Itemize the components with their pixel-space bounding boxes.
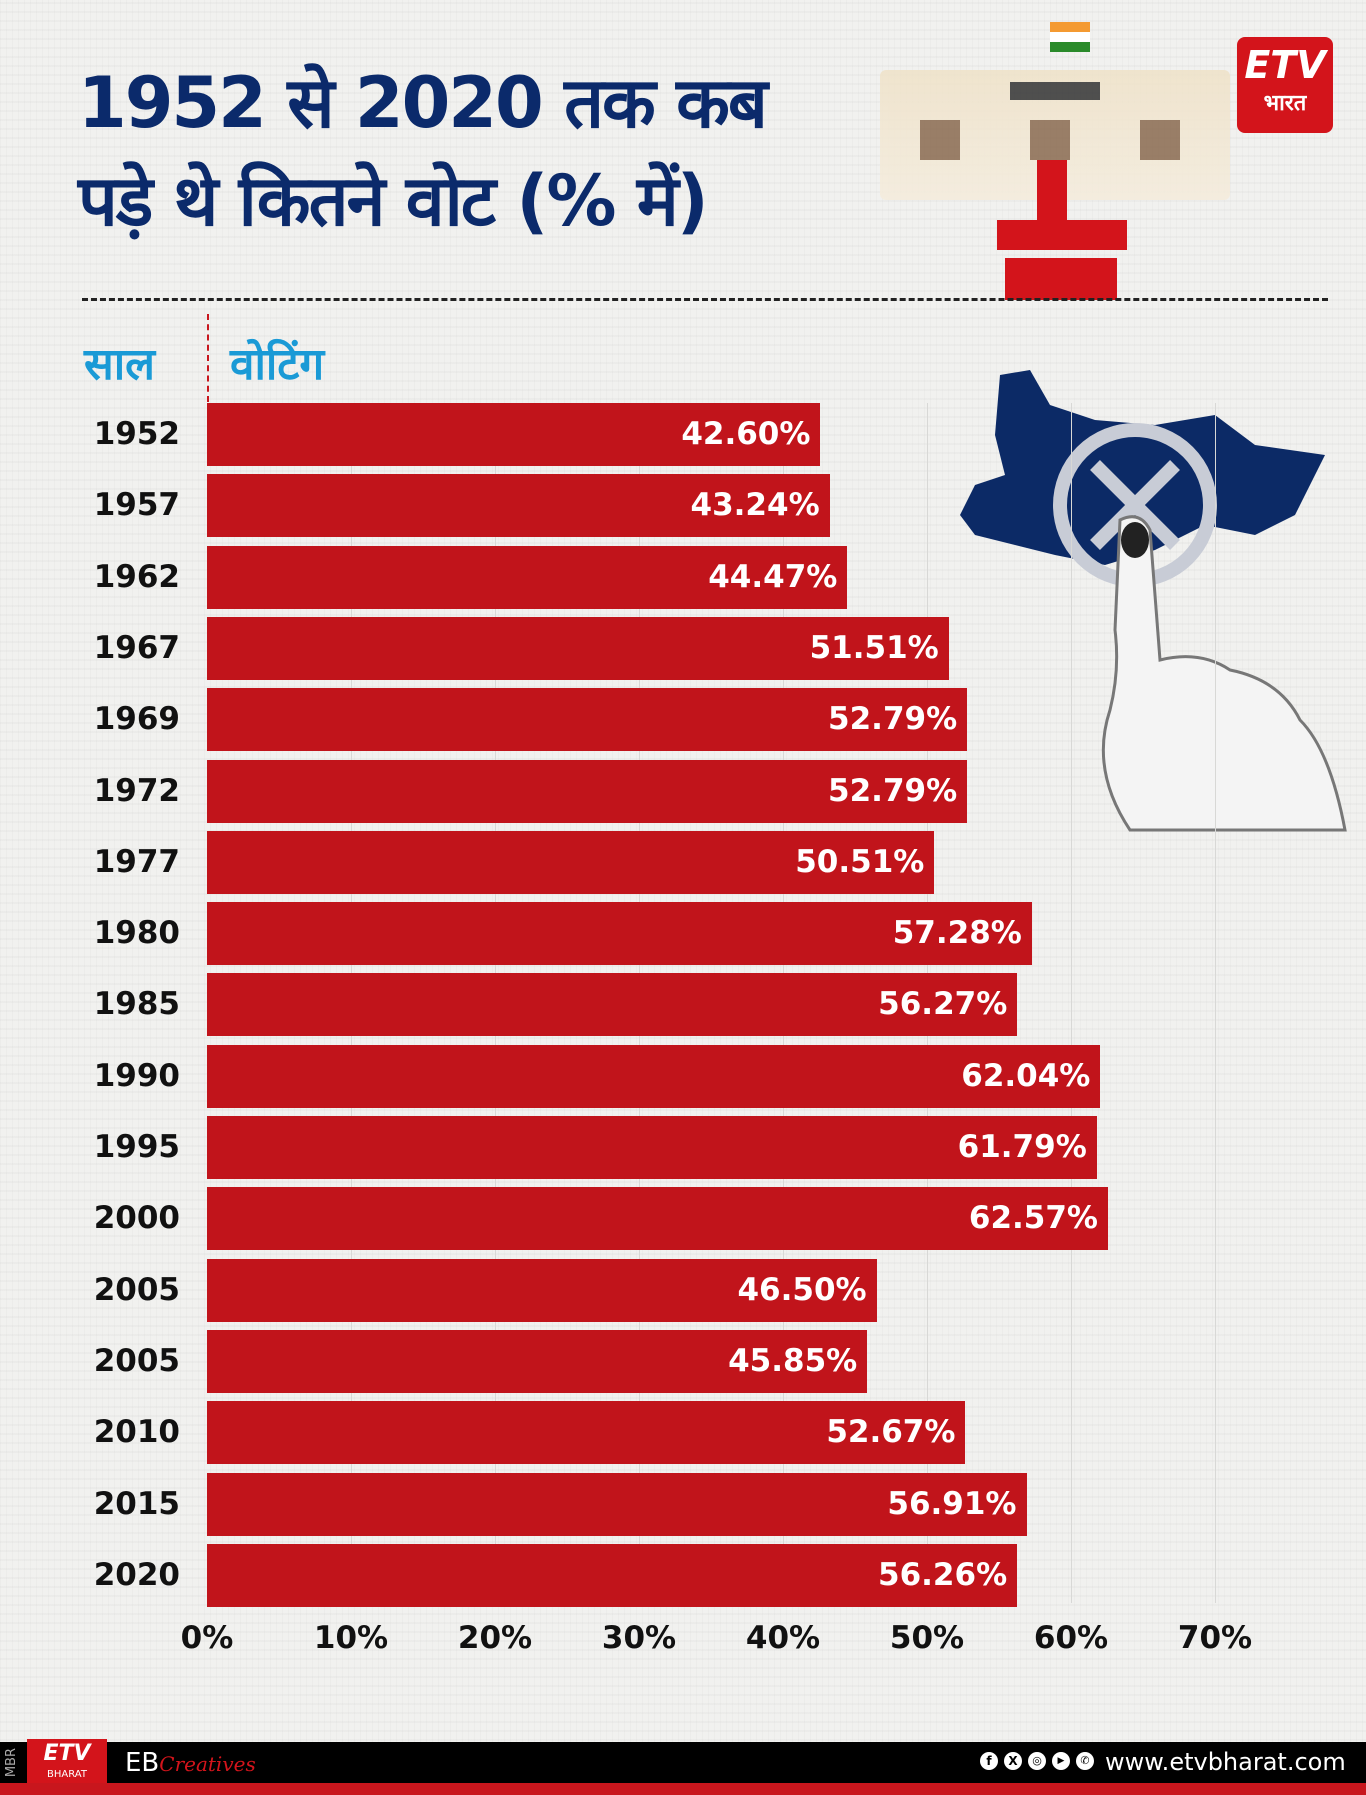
bar-value-label: 61.79% bbox=[957, 1129, 1087, 1165]
bar: 51.51% bbox=[207, 616, 949, 680]
inked-finger-illustration bbox=[1101, 515, 1347, 832]
column-header-voting: वोटिंग bbox=[230, 339, 325, 390]
footer-logo: ETV BHARAT bbox=[27, 1739, 107, 1786]
bar: 45.85% bbox=[207, 1329, 868, 1393]
bar-value-label: 45.85% bbox=[728, 1342, 858, 1379]
bar: 52.79% bbox=[207, 688, 968, 752]
x-tick-label: 40% bbox=[745, 1620, 821, 1656]
etv-bharat-logo: ETV भारत bbox=[1237, 37, 1333, 133]
year-label: 2005 bbox=[93, 1342, 180, 1379]
bar: 56.91% bbox=[207, 1472, 1027, 1536]
title-line-1: 1952 से 2020 तक कब bbox=[78, 62, 768, 144]
footer-red-strip bbox=[0, 1783, 1366, 1795]
footer-logo-sub: BHARAT bbox=[47, 1769, 87, 1780]
footer-side-text: MBR bbox=[4, 1748, 19, 1778]
title-line-2: पड़े थे कितने वोट (% में) bbox=[78, 160, 709, 242]
bar-value-label: 52.67% bbox=[826, 1414, 956, 1451]
year-label: 1967 bbox=[93, 629, 180, 666]
year-label: 2015 bbox=[93, 1485, 180, 1522]
whatsapp-icon[interactable]: ✆ bbox=[1076, 1752, 1094, 1770]
bar-value-label: 62.57% bbox=[968, 1200, 1098, 1237]
x-tick-label: 0% bbox=[180, 1620, 234, 1656]
bar-value-label: 42.60% bbox=[681, 416, 811, 452]
x-tick-label: 50% bbox=[889, 1620, 965, 1656]
bar-value-label: 62.04% bbox=[961, 1057, 1091, 1094]
bar: 61.79% bbox=[207, 1116, 1097, 1179]
youtube-icon[interactable]: ▶ bbox=[1052, 1752, 1070, 1770]
social-icons: f X ◎ ▶ ✆ bbox=[980, 1752, 1094, 1770]
x-icon[interactable]: X bbox=[1004, 1752, 1022, 1770]
bar-value-label: 56.27% bbox=[878, 986, 1008, 1023]
bar-value-label: 44.47% bbox=[708, 558, 838, 595]
bar-value-label: 50.51% bbox=[795, 843, 925, 880]
bar: 52.67% bbox=[207, 1401, 966, 1465]
logo-sub: भारत bbox=[1263, 91, 1307, 116]
bar-value-label: 56.91% bbox=[887, 1485, 1017, 1522]
x-tick-label: 10% bbox=[313, 1620, 389, 1656]
year-label: 2020 bbox=[93, 1556, 180, 1593]
bar: 56.26% bbox=[207, 1543, 1018, 1607]
column-header-year: साल bbox=[84, 339, 155, 390]
credit: EBCreatives bbox=[125, 1748, 256, 1778]
bar: 42.60% bbox=[207, 403, 821, 466]
year-label: 2005 bbox=[93, 1271, 180, 1308]
bar: 50.51% bbox=[207, 830, 935, 894]
year-label: 1995 bbox=[93, 1129, 180, 1165]
bar-value-label: 43.24% bbox=[690, 487, 820, 524]
x-tick-label: 20% bbox=[457, 1620, 533, 1656]
year-label: 1980 bbox=[93, 915, 180, 952]
bar: 56.27% bbox=[207, 973, 1018, 1037]
instagram-icon[interactable]: ◎ bbox=[1028, 1752, 1046, 1770]
year-label: 1990 bbox=[93, 1057, 180, 1094]
bar-value-label: 46.50% bbox=[737, 1271, 867, 1308]
bar-value-label: 52.79% bbox=[828, 772, 958, 809]
year-label: 1969 bbox=[93, 701, 180, 738]
flag-icon bbox=[1050, 22, 1090, 52]
ballot-box-icon bbox=[997, 160, 1127, 300]
x-tick-label: 60% bbox=[1033, 1620, 1109, 1656]
credit-prefix: EB bbox=[125, 1748, 160, 1778]
year-label: 2010 bbox=[93, 1414, 180, 1451]
gridline bbox=[1215, 403, 1216, 1603]
year-label: 1972 bbox=[93, 772, 180, 809]
bar-value-label: 57.28% bbox=[892, 915, 1022, 952]
header-separator bbox=[207, 314, 209, 402]
year-label: 1985 bbox=[93, 986, 180, 1023]
bar: 62.57% bbox=[207, 1187, 1108, 1251]
bar: 57.28% bbox=[207, 902, 1032, 966]
year-label: 1952 bbox=[93, 416, 180, 452]
divider bbox=[82, 298, 1328, 301]
year-label: 2000 bbox=[93, 1200, 180, 1237]
bar: 43.24% bbox=[207, 474, 830, 538]
footer: MBR ETV BHARAT EBCreatives f X ◎ ▶ ✆ www… bbox=[0, 1739, 1366, 1786]
bar-value-label: 51.51% bbox=[809, 629, 939, 666]
logo-brand: ETV bbox=[1244, 43, 1326, 87]
x-tick-label: 70% bbox=[1177, 1620, 1253, 1656]
facebook-icon[interactable]: f bbox=[980, 1752, 998, 1770]
credit-script: Creatives bbox=[159, 1752, 256, 1776]
bar-value-label: 56.26% bbox=[878, 1556, 1008, 1593]
bar-value-label: 52.79% bbox=[828, 701, 958, 738]
year-label: 1957 bbox=[93, 487, 180, 524]
bar: 52.79% bbox=[207, 759, 968, 823]
gridline bbox=[1071, 403, 1072, 1603]
bar: 44.47% bbox=[207, 545, 848, 609]
bar: 46.50% bbox=[207, 1258, 877, 1322]
year-label: 1962 bbox=[93, 558, 180, 595]
bar: 62.04% bbox=[207, 1044, 1101, 1108]
year-label: 1977 bbox=[93, 843, 180, 880]
x-tick-label: 30% bbox=[601, 1620, 677, 1656]
website-link[interactable]: www.etvbharat.com bbox=[1105, 1748, 1346, 1776]
